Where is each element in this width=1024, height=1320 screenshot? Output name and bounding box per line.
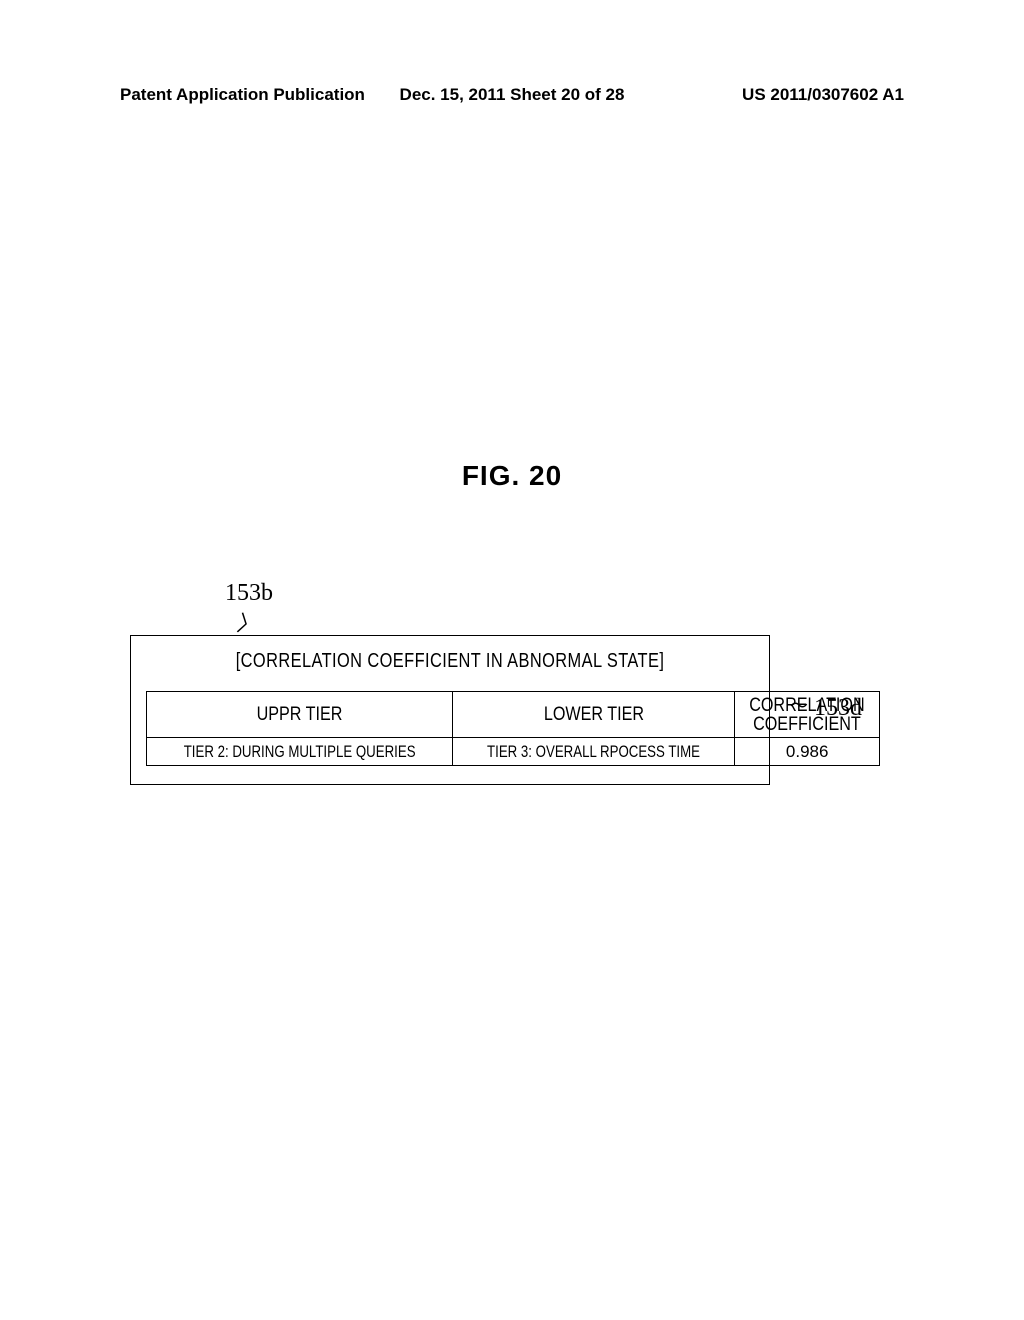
cell-lower-tier: TIER 3: OVERALL RPOCESS TIME [453, 738, 735, 766]
header-lower-tier: LOWER TIER [453, 692, 735, 738]
reference-label-153d: 〜 153d [790, 695, 862, 722]
table-row: TIER 2: DURING MULTIPLE QUERIES TIER 3: … [147, 738, 880, 766]
correlation-table: UPPR TIER LOWER TIER CORRELATION COEFFIC… [146, 691, 880, 766]
cell-upper-tier: TIER 2: DURING MULTIPLE QUERIES [147, 738, 453, 766]
header-mid: Dec. 15, 2011 Sheet 20 of 28 [400, 85, 625, 105]
correlation-box: [CORRELATION COEFFICIENT IN ABNORMAL STA… [130, 635, 770, 785]
cell-coefficient: 0.986 [735, 738, 880, 766]
page-header: Patent Application Publication Dec. 15, … [0, 85, 1024, 105]
box-title: [CORRELATION COEFFICIENT IN ABNORMAL STA… [188, 650, 711, 673]
header-left: Patent Application Publication [120, 85, 365, 105]
table-header-row: UPPR TIER LOWER TIER CORRELATION COEFFIC… [147, 692, 880, 738]
header-right: US 2011/0307602 A1 [742, 85, 904, 105]
header-upper-tier: UPPR TIER [147, 692, 453, 738]
figure-title: FIG. 20 [0, 460, 1024, 492]
reference-label-153b: 153b [225, 580, 273, 607]
